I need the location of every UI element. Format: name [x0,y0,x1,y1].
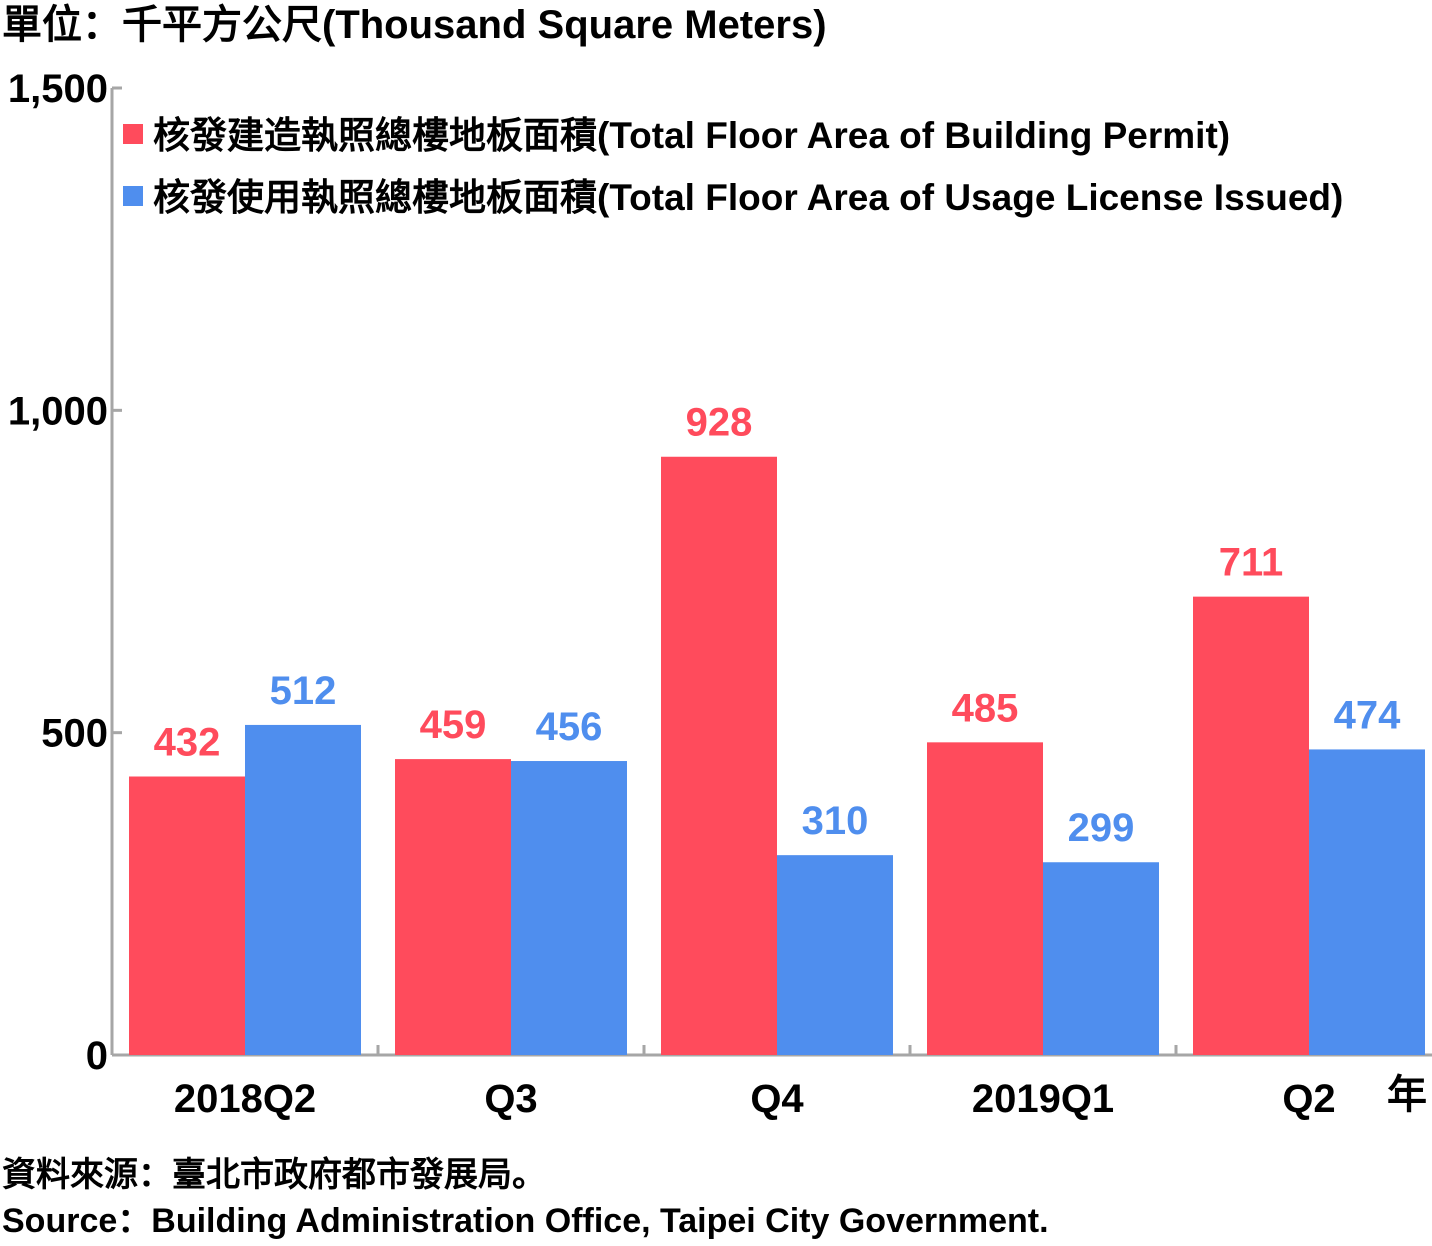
y-tick-label: 1,000 [8,389,108,433]
bar-2018q2-series-2 [245,724,361,1055]
data-label-q3-series-2: 456 [536,705,603,749]
data-label-q4-series-2: 310 [802,799,869,843]
data-label-q4-series-1: 928 [686,401,753,445]
data-label-q2-series-2: 474 [1334,693,1401,737]
bar-2018q2-series-1 [129,776,245,1055]
unit-label: 單位：千平方公尺(Thousand Square Meters) [2,3,827,47]
bar-q3-series-2 [511,761,627,1055]
category-label-q2: Q2 [1282,1077,1335,1121]
data-label-2018q2-series-1: 432 [154,721,221,765]
data-labels: 432 512 459 456 928 310 485 299 711 474 [154,401,1401,850]
legend-label-usage-license: 核發使用執照總樓地板面積(Total Floor Area of Usage L… [153,177,1343,218]
data-label-2019q1-series-2: 299 [1068,806,1135,850]
category-labels: 2018Q2 Q3 Q4 2019Q1 Q2 [174,1077,1336,1121]
y-tick-label: 0 [86,1034,108,1078]
bars [129,456,1425,1055]
category-label-q3: Q3 [484,1077,537,1121]
data-label-2019q1-series-1: 485 [952,686,1019,730]
bar-q2-series-1 [1193,596,1309,1055]
y-tick-label: 1,500 [8,67,108,111]
x-axis-ticks [376,1045,1178,1055]
x-axis-suffix: 年 [1387,1073,1427,1117]
bar-2019q1-series-2 [1043,862,1159,1055]
data-label-q2-series-1: 711 [1219,541,1284,585]
bar-q4-series-1 [661,456,777,1055]
bar-q4-series-2 [777,855,893,1055]
legend-swatch-usage-license [123,186,143,206]
y-tick-label: 500 [41,712,108,756]
legend: 核發建造執照總樓地板面積(Total Floor Area of Buildin… [123,115,1343,218]
data-label-q3-series-1: 459 [420,703,487,747]
source-en: Source：Building Administration Office, T… [2,1202,1049,1240]
bar-q3-series-1 [395,759,511,1055]
category-label-q4: Q4 [750,1077,804,1121]
bar-2019q1-series-1 [927,742,1043,1055]
legend-label-building-permit: 核發建造執照總樓地板面積(Total Floor Area of Buildin… [153,115,1230,156]
bar-q2-series-2 [1309,749,1425,1055]
source-zh: 資料來源：臺北市政府都市發展局。 [2,1155,546,1194]
y-axis-ticks: 0 500 1,000 1,500 [8,67,122,1078]
data-label-2018q2-series-2: 512 [270,669,337,713]
legend-swatch-building-permit [123,124,143,144]
category-label-2019q1: 2019Q1 [972,1077,1114,1121]
category-label-2018q2: 2018Q2 [174,1077,316,1121]
